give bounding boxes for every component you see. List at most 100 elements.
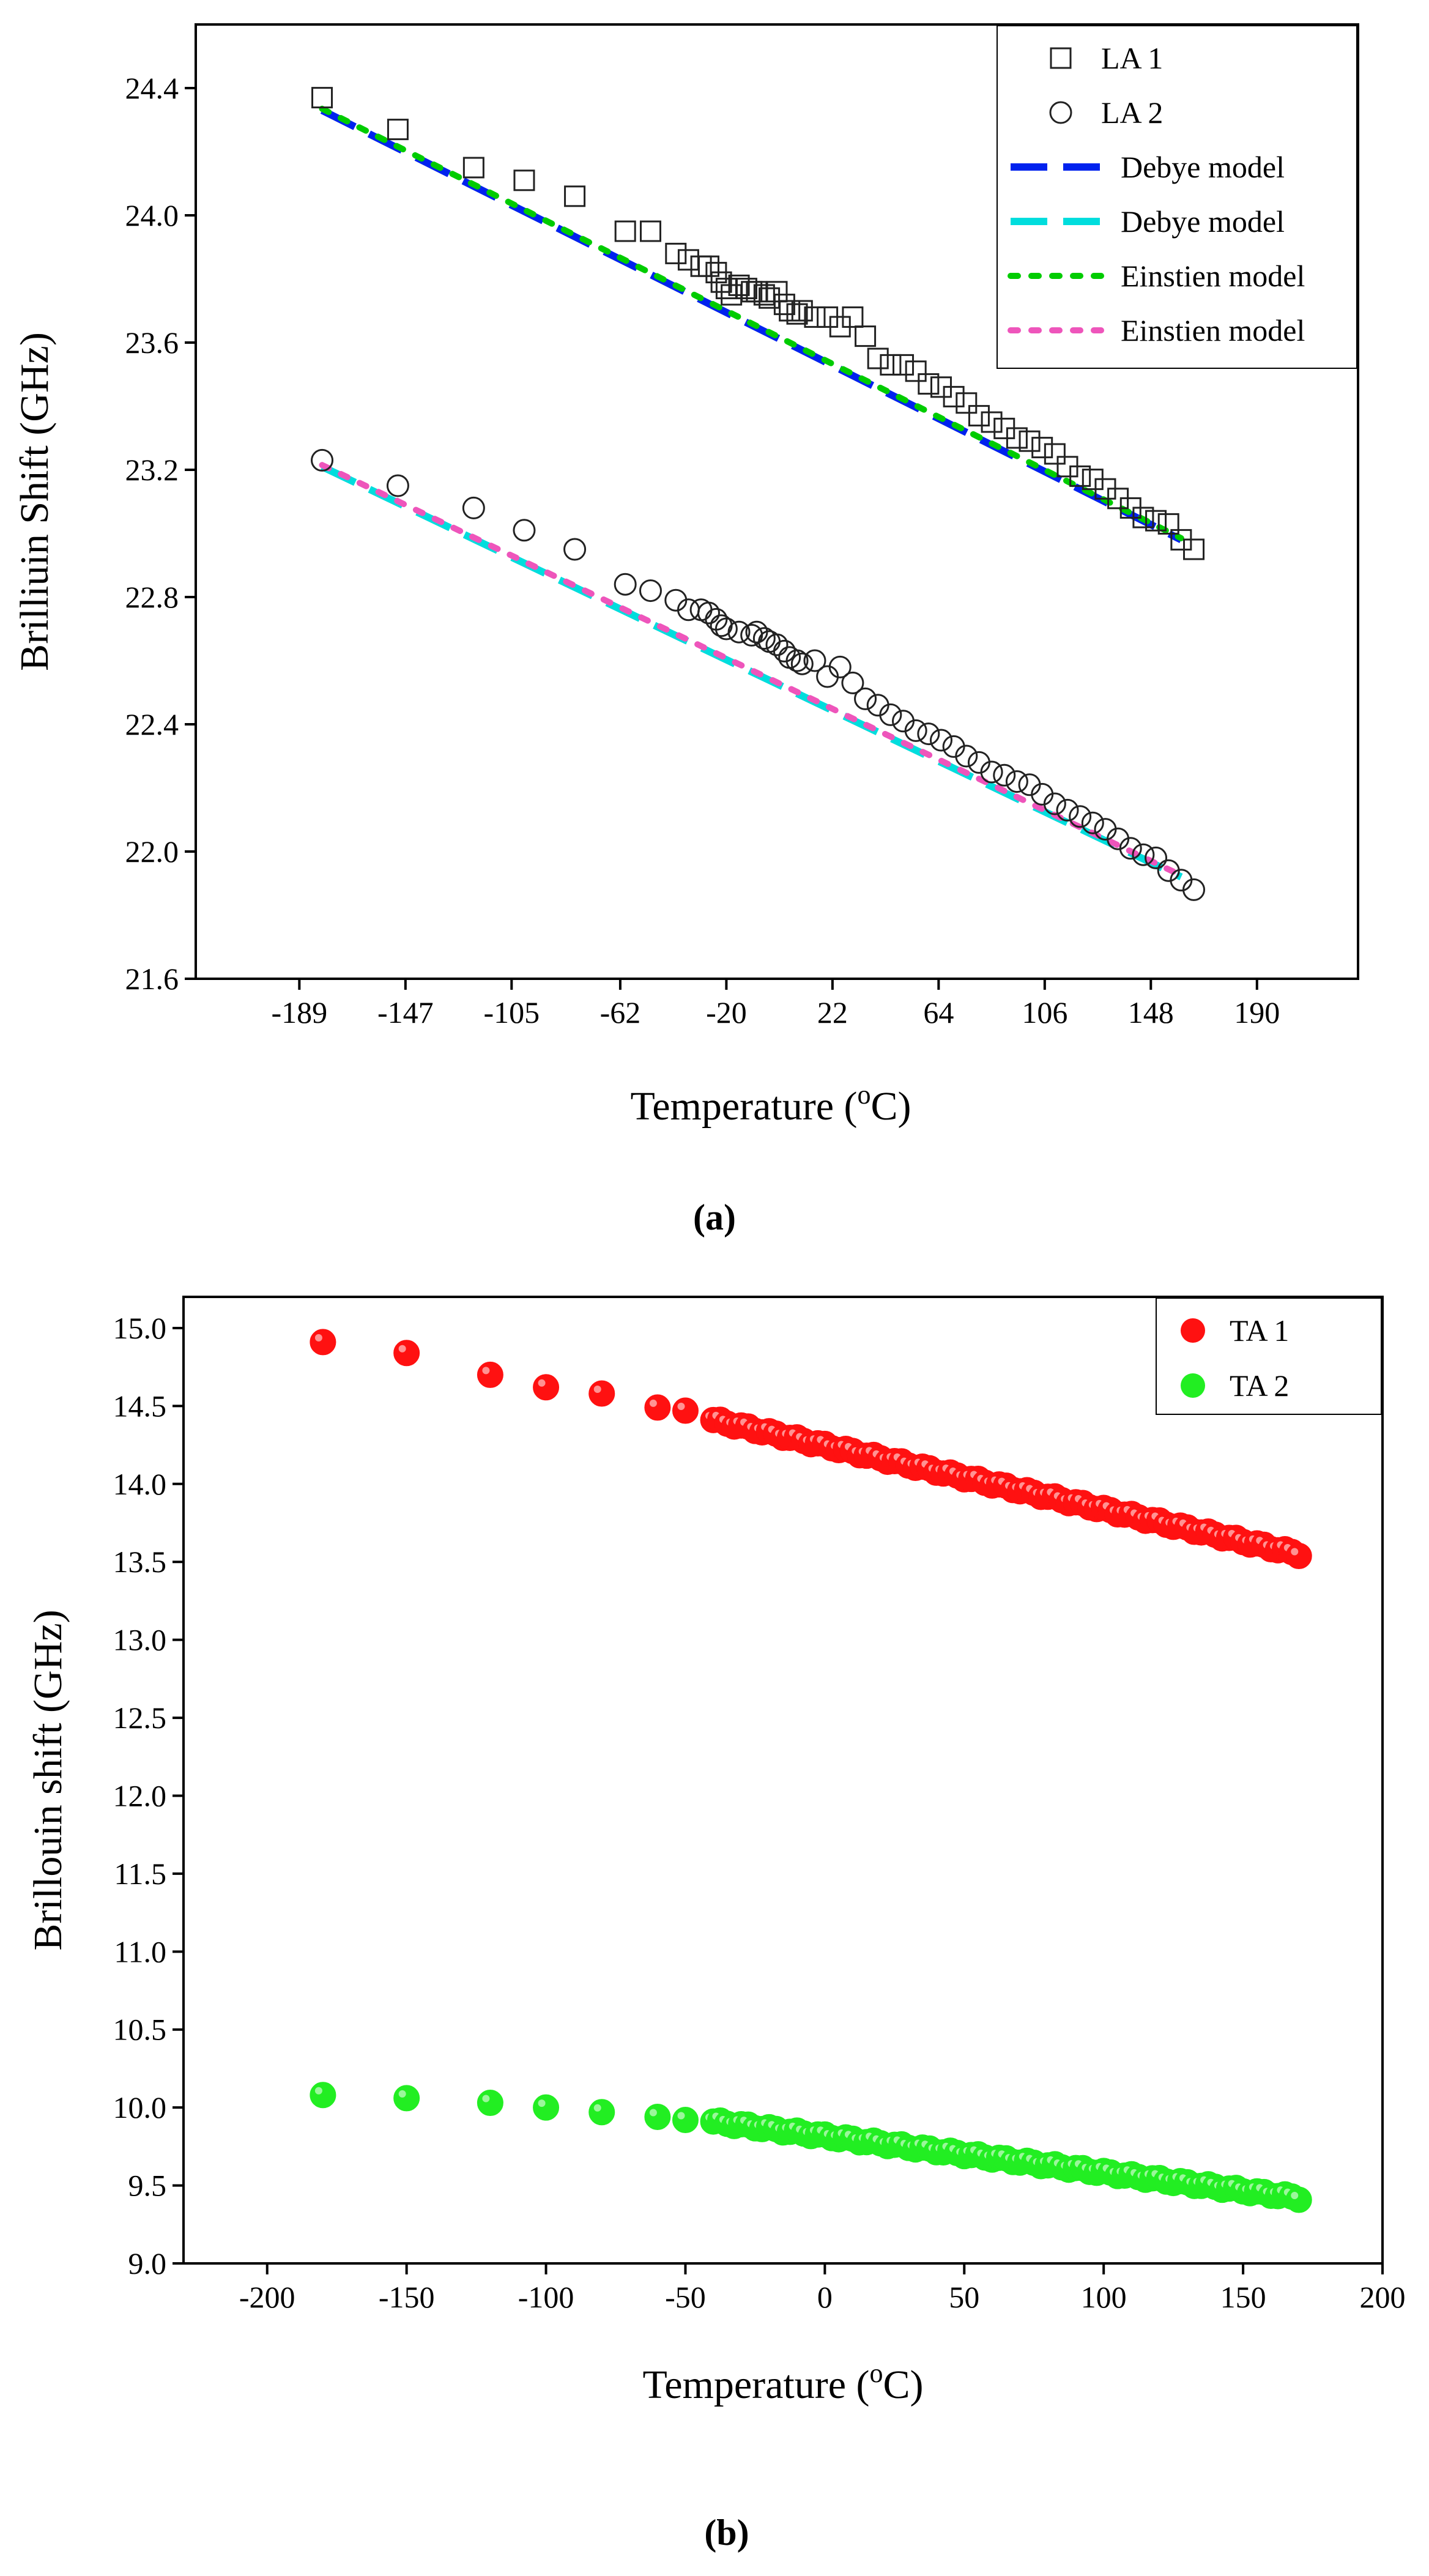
la1-point	[804, 306, 826, 328]
ta2-point	[1285, 2186, 1312, 2213]
a-xtick-label: -20	[706, 995, 747, 1030]
a-ytick-label: 21.6	[125, 962, 179, 996]
la2-point	[790, 652, 814, 675]
la2-point	[904, 719, 927, 742]
la1-point	[1145, 510, 1167, 532]
la1-point	[968, 405, 990, 427]
ta1-point	[533, 1374, 560, 1401]
a-xtick-label: 190	[1234, 995, 1280, 1030]
a-xtick-label: -105	[483, 995, 540, 1030]
la2-point	[980, 760, 1003, 784]
legend-label: Einstien model	[1121, 313, 1305, 347]
a-xtick-label: -147	[377, 995, 434, 1030]
chart-b: -200 -150 -100 -50 0 50 100 150 200 9.0 9.5 10.0 10.…	[26, 1296, 1406, 2553]
la2-point	[785, 649, 809, 672]
legend-label: Debye model	[1121, 204, 1285, 239]
chart-b-ticks: -200 -150 -100 -50 0 50 100 150 200 9.0 9.5 10.0 10.…	[113, 1311, 1406, 2314]
la1-point	[981, 411, 1003, 433]
la2-point	[854, 687, 877, 710]
la2-point	[697, 601, 720, 625]
ta1-point	[310, 1329, 336, 1356]
model-line	[319, 105, 1184, 541]
a-ytick-label: 22.8	[125, 580, 179, 614]
b-xtick-label: 50	[949, 2280, 979, 2314]
la1-point	[1019, 430, 1041, 452]
la1-point	[690, 255, 712, 277]
b-ytick-label: 11.5	[114, 1857, 166, 1891]
la1-point	[880, 354, 902, 376]
b-xtick-label: 200	[1360, 2280, 1406, 2314]
la1-point	[905, 360, 927, 382]
la1-point	[639, 220, 661, 242]
la1-point	[791, 300, 813, 322]
point-highlight	[649, 2109, 657, 2117]
a-ytick-label: 22.4	[125, 707, 179, 741]
chart-b-legend: TA 1 TA 2	[1156, 1297, 1382, 1415]
ta2-point	[588, 2099, 615, 2126]
chart-b-frame	[182, 1296, 1384, 2265]
la2-point	[828, 655, 852, 678]
ta1-point	[393, 1340, 420, 1367]
la1-point	[943, 385, 965, 407]
la1-point	[1157, 513, 1179, 535]
la2-point	[1145, 846, 1168, 869]
point-highlight	[1291, 1548, 1299, 1556]
la2-point	[563, 538, 587, 561]
la2-point	[929, 729, 952, 752]
point-highlight	[593, 2104, 601, 2112]
legend-circle-icon	[1049, 101, 1072, 124]
a-xtick-label: 22	[817, 995, 848, 1030]
la2-point	[513, 519, 536, 542]
b-ytick-label: 12.0	[113, 1778, 167, 1813]
la1-point	[842, 306, 864, 328]
chart-a-ylabel: Brilliuin Shift (GHz)	[12, 332, 57, 671]
point-highlight	[649, 1399, 657, 1407]
a-xtick-label: -62	[600, 995, 641, 1030]
la1-point	[867, 347, 889, 369]
b-ytick-label: 9.0	[128, 2246, 167, 2281]
la2-point	[639, 579, 662, 603]
chart-a-frame	[195, 23, 1359, 980]
ta1-point	[644, 1394, 671, 1421]
la2-point	[993, 763, 1016, 787]
la1-point	[311, 87, 333, 109]
point-highlight	[677, 2112, 685, 2120]
b-ytick-label: 10.5	[113, 2013, 167, 2047]
ta2-point	[644, 2103, 671, 2130]
a-ytick-label: 22.0	[125, 834, 179, 869]
la1-point	[1183, 538, 1205, 560]
chart-b-ylabel: Brillouin shift (GHz)	[26, 1609, 70, 1950]
legend-label: Debye model	[1121, 150, 1285, 184]
chart-a-panel-label: (a)	[693, 1197, 736, 1238]
la2-point	[386, 474, 409, 497]
la2-point	[1182, 878, 1206, 901]
la1-point	[1031, 437, 1053, 459]
a-xtick-label: 106	[1022, 995, 1067, 1030]
chart-a-legend-box	[997, 25, 1357, 369]
la1-point	[697, 255, 719, 277]
la2-point	[727, 620, 751, 644]
chart-a-legend: LA 1 LA 2 Debye model Debye model Einstien m…	[997, 25, 1357, 369]
la1-point	[786, 303, 808, 325]
point-highlight	[538, 1379, 546, 1387]
chart-a: -189 -147 -105 -62 -20 22 64 106 148 190 21.6 22.0 2…	[12, 23, 1359, 1238]
b-xtick-label: -150	[379, 2280, 435, 2314]
point-highlight	[482, 1367, 490, 1375]
a-ytick-label: 23.6	[125, 325, 179, 360]
legend-label: TA 1	[1230, 1313, 1289, 1348]
la2-point	[752, 627, 776, 650]
la1-point	[918, 373, 940, 395]
b-ytick-label: 14.0	[113, 1467, 167, 1501]
a-ytick-label: 24.4	[125, 71, 179, 105]
legend-square-icon	[1050, 47, 1072, 69]
b-xtick-label: -100	[518, 2280, 574, 2314]
la2-point	[879, 703, 902, 726]
legend-label: TA 2	[1230, 1368, 1289, 1403]
point-highlight	[677, 1403, 685, 1411]
chart-a-xlabel: Temperature (oC)	[631, 1080, 911, 1129]
b-xtick-label: 150	[1220, 2280, 1266, 2314]
ta1-point	[672, 1397, 699, 1424]
la2-point	[917, 722, 940, 746]
chart-a-points	[311, 87, 1206, 901]
ta2-point	[672, 2107, 699, 2134]
